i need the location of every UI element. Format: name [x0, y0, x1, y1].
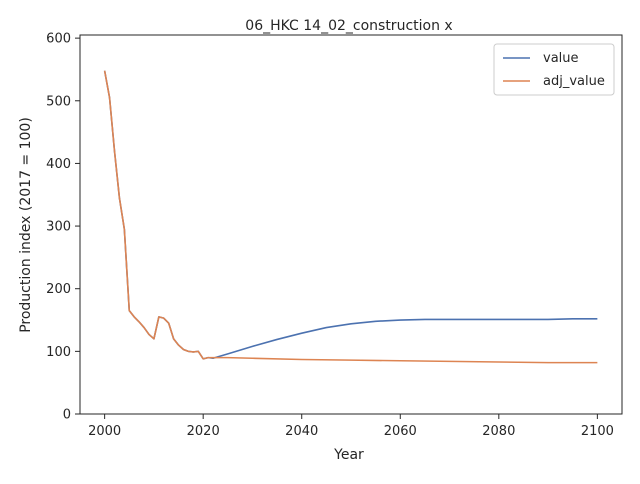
x-axis-label: Year [333, 447, 364, 463]
x-tick-label: 2040 [285, 424, 318, 439]
x-tick-label: 2100 [581, 424, 614, 439]
series-line-value [103, 70, 598, 360]
x-tick-label: 2080 [482, 424, 515, 439]
legend-box [493, 43, 615, 96]
x-axis: 2000 2020 2040 2060 2080 2100 [88, 414, 614, 439]
x-tick-label: 2000 [88, 424, 121, 439]
y-tick-label: 100 [46, 345, 71, 360]
y-tick-label: 600 [46, 32, 71, 47]
x-tick-label: 2060 [384, 424, 417, 439]
y-tick-label: 400 [46, 157, 71, 172]
y-tick-label: 200 [46, 282, 71, 297]
series-lines [103, 70, 598, 364]
chart-title: 06_HKC 14_02_construction x [245, 18, 452, 34]
y-axis: 0 100 200 300 400 500 600 [46, 32, 80, 423]
legend-label-adj-value: adj_value [543, 74, 605, 89]
y-tick-label: 0 [63, 408, 71, 423]
plot-frame [79, 34, 623, 415]
y-tick-label: 300 [46, 220, 71, 235]
y-axis-label: Production index (2017 = 100) [18, 117, 34, 333]
x-tick-label: 2020 [187, 424, 220, 439]
legend: value adj_value [493, 43, 615, 96]
legend-label-value: value [543, 51, 579, 66]
series-line-adj-value [103, 70, 598, 364]
y-tick-label: 500 [46, 94, 71, 109]
